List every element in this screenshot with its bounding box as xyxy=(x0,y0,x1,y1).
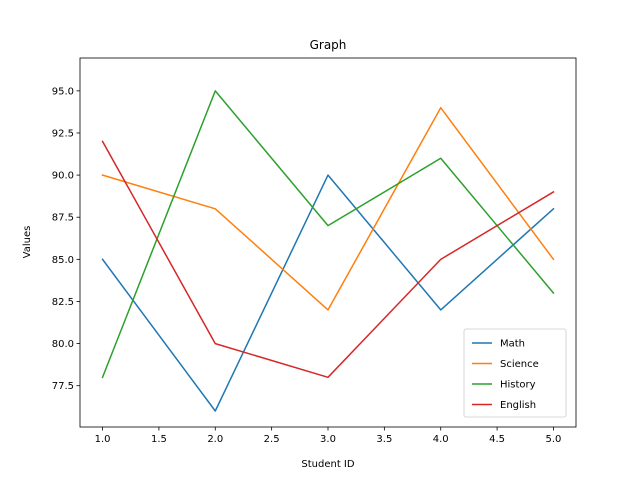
y-tick-label: 80.0 xyxy=(52,339,74,350)
y-tick-label: 95.0 xyxy=(52,86,74,97)
y-tick-label: 77.5 xyxy=(52,381,74,392)
series-line-english xyxy=(101,140,555,379)
series-lines xyxy=(101,90,555,412)
x-tick-label: 2.0 xyxy=(207,434,223,445)
series-line-history xyxy=(101,90,555,379)
x-tick-label: 3.5 xyxy=(376,434,392,445)
legend-label-science: Science xyxy=(500,359,539,370)
legend-box xyxy=(463,328,567,418)
legend-label-math: Math xyxy=(500,339,525,350)
x-tick-label: 5.0 xyxy=(546,434,562,445)
y-tick-label: 85.0 xyxy=(52,255,74,266)
legend-label-history: History xyxy=(500,380,536,391)
legend-label-english: English xyxy=(500,400,536,411)
y-tick-label: 82.5 xyxy=(52,297,74,308)
x-tick-label: 1.5 xyxy=(151,434,167,445)
x-tick-label: 4.5 xyxy=(489,434,505,445)
legend: Math Science History English xyxy=(463,328,567,418)
y-axis-label: Values xyxy=(22,226,33,259)
chart-title: Graph xyxy=(310,38,347,52)
y-tick-label: 90.0 xyxy=(52,171,74,182)
x-tick-label: 4.0 xyxy=(433,434,449,445)
x-tick-label: 1.0 xyxy=(95,434,111,445)
x-tick-label: 2.5 xyxy=(264,434,280,445)
x-tick-label: 3.0 xyxy=(320,434,336,445)
y-axis: 77.5 80.0 82.5 85.0 87.5 90.0 92.5 95.0 xyxy=(52,86,80,392)
plot-frame xyxy=(79,57,577,428)
y-tick-label: 92.5 xyxy=(52,128,74,139)
y-tick-label: 87.5 xyxy=(52,213,74,224)
x-axis: 1.0 1.5 2.0 2.5 3.0 3.5 4.0 4.5 5.0 xyxy=(95,427,562,445)
x-axis-label: Student ID xyxy=(301,459,354,470)
series-line-math xyxy=(101,174,555,412)
series-line-science xyxy=(101,106,555,311)
